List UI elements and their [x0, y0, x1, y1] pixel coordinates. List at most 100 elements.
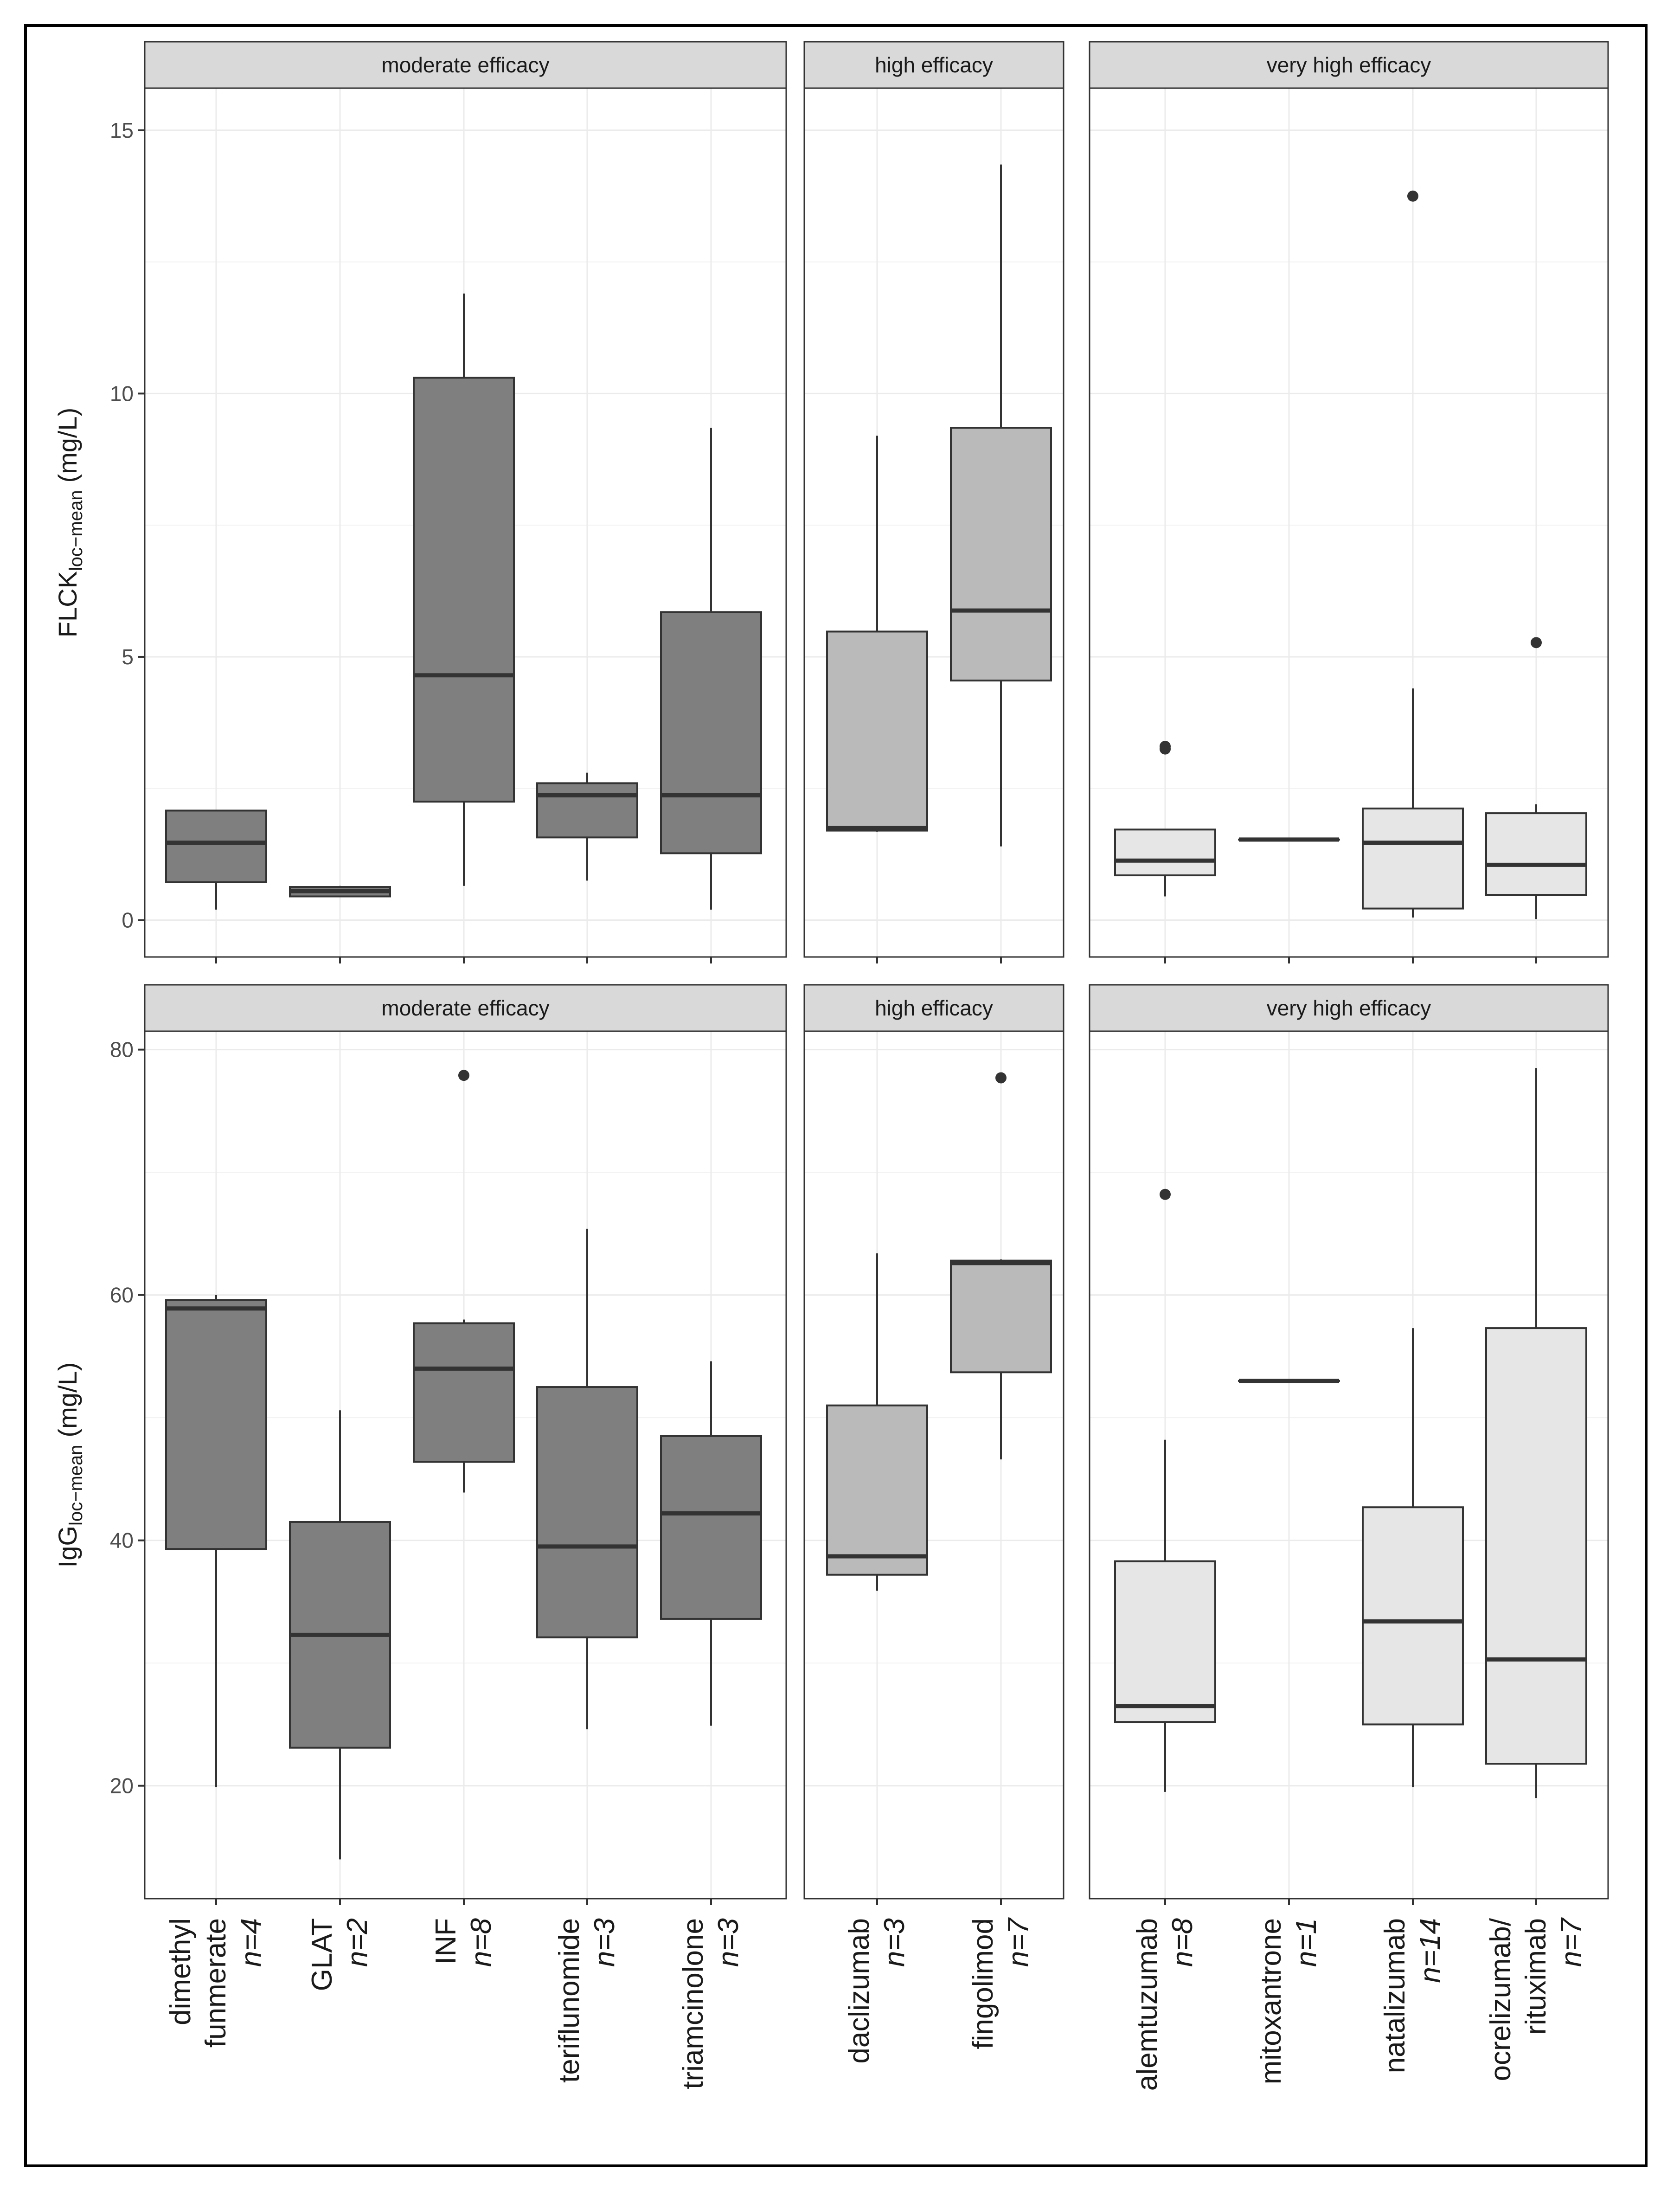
- x-category-label-8: mitoxantrone n=1: [1255, 1918, 1322, 2084]
- y-tick-label: 15: [110, 118, 134, 142]
- y-tick-label: 40: [110, 1528, 134, 1553]
- y-tick-label: 80: [110, 1038, 134, 1062]
- y-tick-label: 5: [122, 645, 134, 669]
- box-alemtuzumab: [1114, 1188, 1216, 1792]
- x-category-count: n=7: [1555, 1917, 1587, 1967]
- facet-strip-label: moderate efficacy: [381, 996, 549, 1020]
- x-category-count: n=3: [878, 1918, 911, 1967]
- x-category-name: funmerate: [200, 1918, 232, 2048]
- figure-frame: [24, 24, 1648, 2167]
- facet-strip-label: very high efficacy: [1267, 53, 1431, 77]
- x-category-label-10: ocrelizumab/rituximab n=7: [1485, 1917, 1587, 2081]
- x-category-name: mitoxantrone: [1255, 1918, 1287, 2084]
- panel-border: [803, 87, 1064, 958]
- box-daclizumab: [826, 436, 928, 832]
- facet-strip: [1089, 984, 1609, 1032]
- x-category-count: n=2: [341, 1918, 373, 1967]
- box-fingolimod: [950, 1072, 1052, 1460]
- box-iqr: [1362, 1506, 1464, 1726]
- box-iqr: [660, 611, 762, 854]
- x-category-label-4: triamcinolone n=3: [677, 1918, 744, 2089]
- y-axis-title-unit: (mg/L): [53, 408, 82, 483]
- facet-high-efficacy-igg: high efficacy: [803, 984, 1064, 1905]
- y-tick-label: 20: [110, 1774, 134, 1798]
- x-category-count: n=7: [1002, 1917, 1034, 1967]
- panel-background: [1090, 88, 1608, 957]
- facet-strip: [1089, 41, 1609, 89]
- box-dimethyl-funmerate: [165, 1295, 267, 1787]
- outlier-point: [995, 1072, 1007, 1084]
- x-category-name: teriflunomide: [553, 1918, 585, 2083]
- x-category-label-5: daclizumab n=3: [843, 1918, 911, 2064]
- x-category-name: INF: [430, 1918, 462, 1965]
- box-natalizumab: [1362, 1328, 1464, 1787]
- y-axis-title-unit: (mg/L): [53, 1362, 82, 1438]
- x-category-name: dimethyl: [165, 1918, 197, 2025]
- x-category-count: n=8: [1167, 1918, 1199, 1967]
- x-category-count: n=3: [712, 1918, 744, 1967]
- outlier-point: [458, 1070, 469, 1081]
- x-category-name: natalizumab: [1379, 1918, 1411, 2073]
- box-iqr: [950, 1259, 1052, 1374]
- box-iqr: [165, 809, 267, 883]
- outlier-point: [1160, 740, 1171, 752]
- facet-strip: [144, 984, 787, 1032]
- outlier-point: [1407, 190, 1418, 202]
- box-iqr: [413, 1322, 515, 1463]
- x-category-label-7: alemtuzumab n=8: [1131, 1918, 1199, 2091]
- box-ocrelizumab-rituximab: [1485, 1068, 1587, 1798]
- box-iqr: [1485, 812, 1587, 896]
- outlier-point: [1160, 1188, 1171, 1200]
- x-category-count: n=14: [1414, 1918, 1446, 1983]
- x-category-name: rituximab: [1520, 1918, 1552, 2035]
- box-inf: [413, 293, 515, 886]
- panel-border: [1089, 1030, 1609, 1900]
- x-category-name: GLAT: [306, 1918, 338, 1991]
- y-axis-title-subscript: loc−mean: [66, 490, 86, 571]
- facet-moderate-efficacy-flck: moderate efficacy: [144, 41, 787, 963]
- box-teriflunomide: [536, 1228, 638, 1729]
- x-category-label-9: natalizumab n=14: [1379, 1918, 1446, 2073]
- panel-border: [144, 87, 787, 958]
- box-ocrelizumab-rituximab: [1485, 637, 1587, 919]
- facet-strip-label: very high efficacy: [1267, 996, 1431, 1020]
- facet-moderate-efficacy-igg: moderate efficacy: [144, 984, 787, 1905]
- facet-strip-label: high efficacy: [875, 996, 993, 1020]
- box-iqr: [165, 1299, 267, 1550]
- facet-high-efficacy-flck: high efficacy: [803, 41, 1064, 963]
- box-natalizumab: [1362, 190, 1464, 918]
- x-category-label-2: INF n=8: [430, 1918, 497, 1967]
- y-axis-title: IgGloc−mean (mg/L): [53, 1362, 86, 1568]
- y-axis-title-main: IgG: [53, 1526, 82, 1567]
- x-category-name: fingolimod: [967, 1918, 999, 2049]
- box-iqr: [1114, 828, 1216, 877]
- y-axis-title-main: FLCK: [53, 571, 82, 637]
- y-tick-label: 60: [110, 1283, 134, 1307]
- box-iqr: [536, 1386, 638, 1638]
- box-iqr: [1362, 807, 1464, 910]
- box-alemtuzumab: [1114, 740, 1216, 897]
- x-category-name: ocrelizumab/: [1485, 1918, 1517, 2081]
- facet-very-high-efficacy-igg: very high efficacy: [1089, 984, 1609, 1905]
- facet-strip: [803, 984, 1064, 1032]
- box-teriflunomide: [536, 772, 638, 881]
- y-axis-title-subscript: loc−mean: [66, 1445, 86, 1526]
- x-category-name: alemtuzumab: [1131, 1918, 1163, 2091]
- x-category-label-6: fingolimod n=7: [967, 1917, 1034, 2049]
- y-tick-label: 0: [122, 908, 134, 932]
- x-category-count: n=4: [235, 1918, 267, 1967]
- x-category-count: n=1: [1290, 1918, 1322, 1967]
- box-iqr: [660, 1435, 762, 1620]
- box-iqr: [1114, 1560, 1216, 1723]
- y-axis-title: FLCKloc−mean (mg/L): [53, 408, 86, 638]
- facet-strip-label: moderate efficacy: [381, 53, 549, 77]
- x-category-label-3: teriflunomide n=3: [553, 1918, 621, 2083]
- panel-border: [1089, 87, 1609, 958]
- x-category-name: triamcinolone: [677, 1918, 709, 2089]
- box-fingolimod: [950, 164, 1052, 847]
- box-glat: [289, 1410, 391, 1860]
- box-daclizumab: [826, 1253, 928, 1591]
- box-triamcinolone: [660, 1361, 762, 1726]
- outlier-point: [1531, 637, 1542, 649]
- facet-strip-label: high efficacy: [875, 53, 993, 77]
